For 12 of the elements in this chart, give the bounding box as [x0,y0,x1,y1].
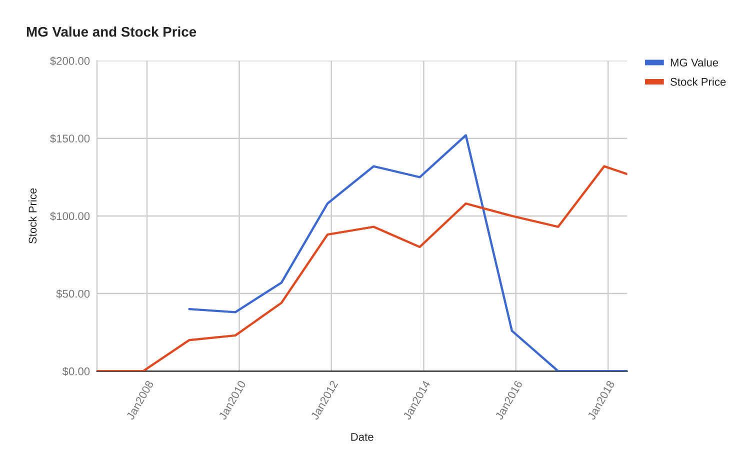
line-series [188,134,628,372]
legend-label: MG Value [670,58,718,67]
legend-label: Stock Price [670,78,726,86]
y-tick-label: $200.00 [50,56,90,66]
x-axis-title: Date [351,433,374,441]
y-tick-label: $100.00 [50,212,90,221]
chart-title: MG Value and Stock Price [26,26,196,37]
line-series [97,165,628,372]
y-tick-label: $150.00 [50,134,90,144]
y-tick-label: $50.00 [56,289,90,298]
y-axis-title: Stock Price [28,188,37,244]
y-tick-label: $0.00 [62,366,90,376]
